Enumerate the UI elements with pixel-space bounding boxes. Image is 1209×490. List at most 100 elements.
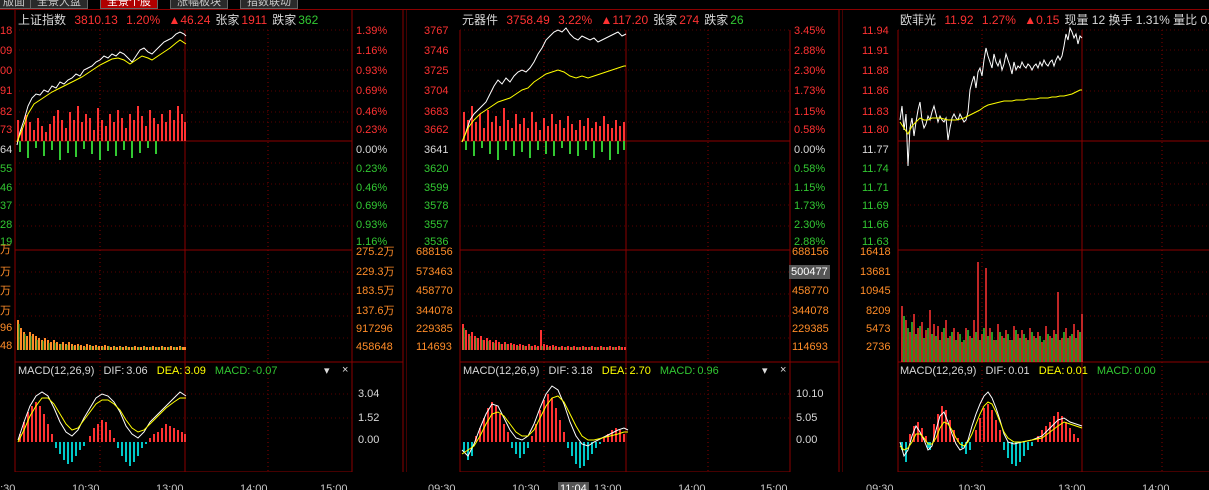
macd-label: MACD:: [1096, 365, 1133, 377]
percent-tick: 2.30%: [794, 65, 826, 77]
macd-dea-label: DEA:: [1038, 365, 1065, 377]
price-tick: 3662: [424, 124, 449, 136]
macd-dif-value: 3.06: [126, 365, 148, 377]
sector-change: ▲117.20: [600, 13, 649, 27]
volume-tick: 114693: [792, 341, 828, 353]
percent-tick: 0.69%: [356, 85, 388, 97]
percent-tick: 0.23%: [356, 163, 388, 175]
macd-close-icon[interactable]: ×: [780, 364, 787, 376]
index-name: 上证指数: [18, 13, 67, 27]
percent-tick: 1.16%: [356, 45, 388, 57]
sector-price-line: [461, 27, 627, 143]
volume-tick: 344078: [792, 305, 829, 317]
sector-down-label: 跌家: [704, 13, 729, 27]
percent-tick: 0.69%: [356, 200, 388, 212]
percent-tick: 0.58%: [794, 124, 826, 136]
macd-tick: 10.10: [796, 388, 824, 400]
macd-dea-label: DEA:: [156, 365, 183, 377]
macd-dea-value: 0.01: [1066, 365, 1088, 377]
price-tick: 3620: [424, 163, 449, 175]
percent-tick: 0.00%: [794, 144, 826, 156]
index-up-count: 1911: [241, 13, 268, 27]
index-chart-canvas[interactable]: [0, 10, 404, 472]
price-tick: 11.77: [862, 144, 889, 156]
volume-tick: 114693: [416, 341, 452, 353]
price-tick: 11.74: [862, 163, 889, 175]
tab-layout[interactable]: 版面: [0, 0, 32, 9]
time-label: 10:30: [958, 483, 986, 490]
percent-tick: 0.58%: [794, 163, 826, 175]
price-tick: 55: [0, 163, 13, 175]
sector-macd-dea-line: [461, 395, 628, 455]
tab-gainers-sector[interactable]: 涨幅板块: [170, 0, 228, 9]
tab-stock-overview[interactable]: 全景个股: [100, 0, 158, 9]
sector-name: 元器件: [462, 13, 499, 27]
time-label: 15:00: [320, 483, 348, 490]
macd-dropdown-icon[interactable]: ▾: [324, 365, 330, 377]
price-tick: 09: [0, 45, 13, 57]
chart-panel-index[interactable]: 上证指数 3810.13 1.20% ▲46.24 张家 1911 跌家 362 18 …: [0, 10, 404, 490]
volume-tick: 458770: [792, 285, 829, 297]
stock-chart-canvas[interactable]: [842, 10, 1209, 472]
macd-tick: 3.04: [358, 388, 380, 400]
volume-tick: 48: [0, 340, 13, 352]
volume-tick: 183.5万: [356, 285, 395, 297]
price-tick: 11.71: [862, 182, 889, 194]
price-tick: 73: [0, 124, 13, 136]
percent-tick: 1.16%: [356, 236, 388, 248]
macd-title: MACD(12,26,9): [18, 365, 95, 377]
stock-macd-dif-line: [899, 391, 1083, 458]
sector-macd-histogram: [463, 394, 625, 468]
stock-percent: 1.27%: [981, 13, 1016, 27]
tab-market-overview[interactable]: 全景大盘: [30, 0, 88, 9]
macd-tick: 5.05: [796, 412, 818, 424]
tab-index-linkage[interactable]: 指数联动: [240, 0, 298, 9]
stock-volume-bars: [901, 262, 1083, 362]
price-tick: 00: [0, 65, 13, 77]
volume-tick: 万: [0, 305, 11, 317]
macd-close-icon[interactable]: ×: [342, 364, 349, 376]
time-label: 09:30: [866, 483, 894, 490]
price-tick: 64: [0, 144, 13, 156]
price-tick: 19: [0, 236, 13, 248]
stock-average-line: [899, 89, 1082, 135]
index-volume-bars: [17, 320, 186, 350]
sector-macd-header: MACD(12,26,9) DIF: 3.18 DEA: 2.70 MACD: 0.9…: [463, 364, 725, 378]
volume-tick: 万: [0, 244, 11, 256]
macd-dea-value: 2.70: [629, 365, 651, 377]
volume-tick: 10945: [860, 285, 891, 297]
percent-tick: 1.15%: [794, 106, 826, 118]
price-tick: 11.63: [862, 236, 889, 248]
macd-dif-label: DIF:: [548, 365, 570, 377]
macd-title: MACD(12,26,9): [900, 365, 977, 377]
price-tick: 11.83: [862, 106, 889, 118]
tab-bar: 版面 全景大盘 全景个股 涨幅板块 指数联动: [0, 0, 1209, 10]
macd-label: MACD:: [214, 365, 251, 377]
price-tick: 3704: [424, 85, 449, 97]
index-flow-bars: [17, 106, 186, 160]
chart-panel-sector[interactable]: 元器件 3758.49 3.22% ▲117.20 张家 274 跌家 26 3767 …: [406, 10, 840, 490]
index-price-line: [16, 31, 187, 146]
time-label: 09:30: [428, 483, 456, 490]
stock-name: 欧菲光: [900, 13, 937, 27]
macd-dea-label: DEA:: [601, 365, 628, 377]
index-price: 3810.13: [74, 13, 118, 27]
sector-down-count: 26: [730, 13, 744, 27]
index-down-label: 跌家: [272, 13, 297, 27]
percent-tick: 2.30%: [794, 219, 826, 231]
stock-change: ▲0.15: [1024, 13, 1060, 27]
sector-chart-canvas[interactable]: [406, 10, 840, 472]
volume-tick: 688156: [416, 246, 453, 258]
price-tick: 91: [0, 85, 13, 97]
volume-tick: 458770: [416, 285, 453, 297]
macd-value: -0.07: [252, 365, 278, 377]
macd-dropdown-icon[interactable]: ▾: [762, 365, 768, 377]
chart-panel-stock[interactable]: 欧菲光 11.92 1.27% ▲0.15 现量 12 换手 1.31% 量比 0…: [842, 10, 1209, 490]
price-tick: 3683: [424, 106, 449, 118]
volume-tick: 万: [0, 266, 11, 278]
volume-tick: 2736: [866, 341, 891, 353]
time-label: 14:00: [678, 483, 706, 490]
price-tick: 3578: [424, 200, 449, 212]
stock-price: 11.92: [944, 13, 974, 27]
price-tick: 11.94: [862, 25, 889, 37]
